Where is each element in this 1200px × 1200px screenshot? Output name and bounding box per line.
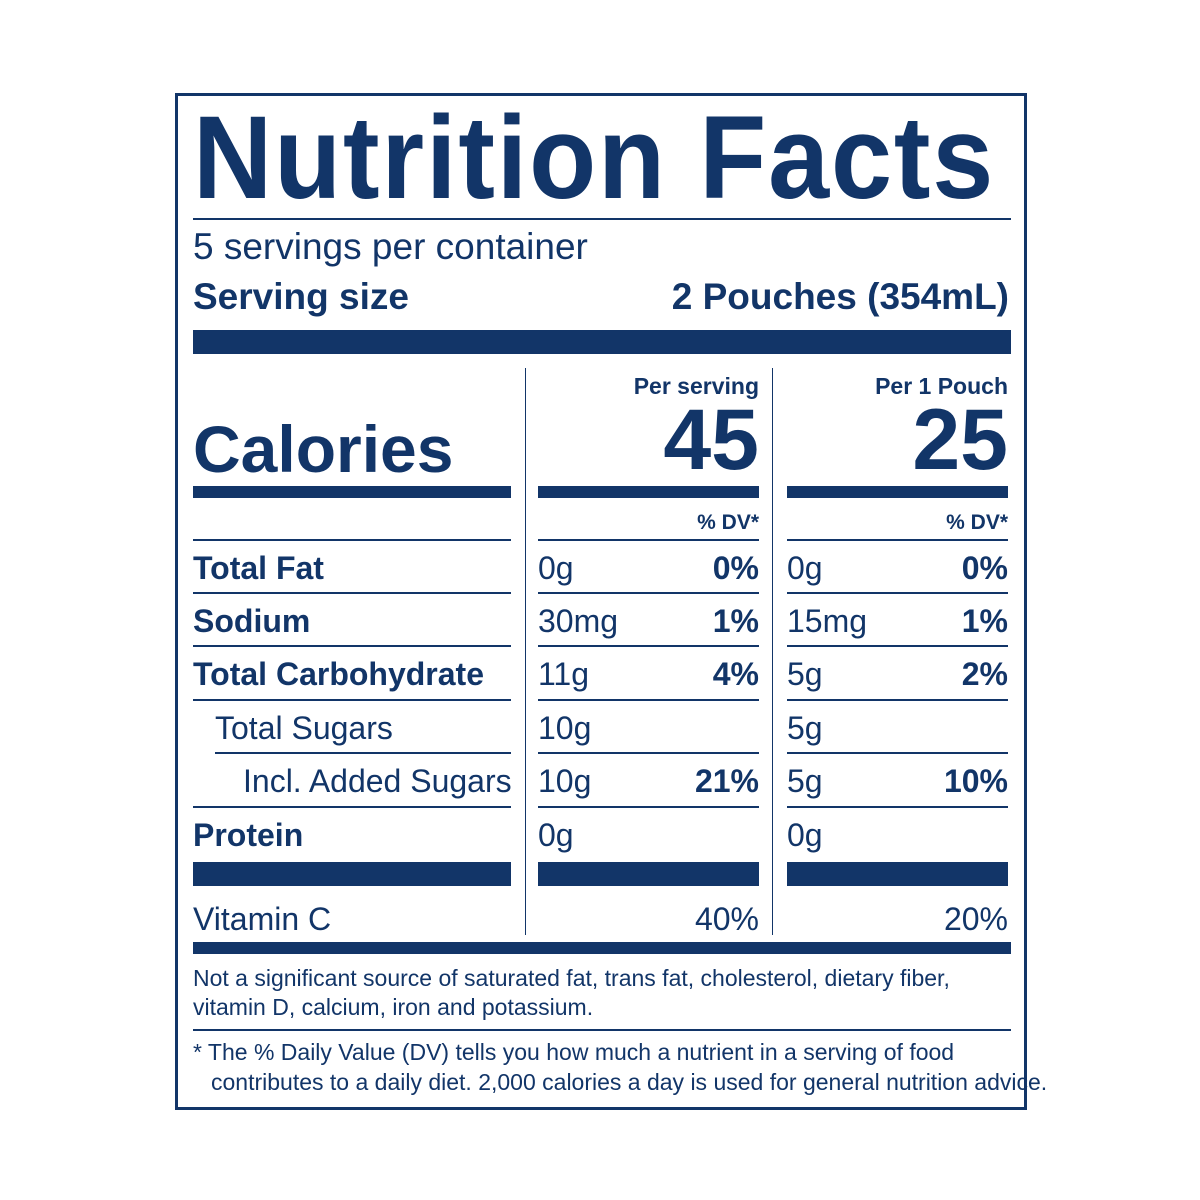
dv-per-pouch: 10% [943, 763, 1008, 799]
row-line [193, 539, 511, 541]
row-line [787, 752, 1008, 754]
row-line [787, 645, 1008, 647]
nutrient-label-added-sugars: Incl. Added Sugars [243, 763, 512, 799]
row-line [538, 645, 759, 647]
dv-per-pouch: 0% [961, 550, 1008, 586]
amount-per-pouch: 5g [787, 763, 823, 799]
not-significant-line-1: Not a significant source of saturated fa… [193, 965, 950, 991]
row-line [193, 592, 511, 594]
amount-per-serving: 30mg [538, 603, 619, 639]
nutrient-label-total-carbohydrate: Total Carbohydrate [193, 656, 484, 692]
amount-per-serving: 0g [538, 817, 574, 853]
row-line [787, 699, 1008, 701]
nutrient-label-total-sugars: Total Sugars [215, 710, 393, 746]
dv-per-serving: 0% [712, 550, 759, 586]
nutrient-label-total-fat: Total Fat [193, 550, 324, 586]
footnote-divider [193, 1029, 1011, 1031]
title-divider [193, 218, 1011, 220]
nutrient-label-protein: Protein [193, 817, 304, 853]
amount-per-serving: 10g [538, 710, 592, 746]
calories-label: Calories [193, 412, 454, 486]
dv-per-pouch: 1% [961, 603, 1008, 639]
dv-footnote-line-1: * The % Daily Value (DV) tells you how m… [193, 1039, 955, 1065]
dv-footnote-line-2: contributes to a daily diet. 2,000 calor… [211, 1069, 1048, 1095]
row-line [193, 699, 511, 701]
row-line [787, 539, 1008, 541]
serving-size-label: Serving size [193, 276, 409, 317]
amount-per-pouch: 15mg [787, 603, 868, 639]
column-separator-1 [525, 368, 526, 935]
dv-header-col2: % DV* [946, 511, 1008, 534]
amount-per-pouch: 5g [787, 656, 823, 692]
nutrition-facts-panel: Nutrition Facts 5 servings per container… [175, 92, 1047, 1110]
panel-title: Nutrition Facts [193, 92, 996, 224]
amount-per-pouch: 0g [787, 550, 823, 586]
row-line [538, 699, 759, 701]
dv-header-col1: % DV* [697, 511, 759, 534]
thick-divider-vitamins-col2 [787, 862, 1008, 886]
calories-bar-col1 [538, 486, 759, 498]
bottom-thick-divider [193, 942, 1011, 954]
dv-per-serving: 4% [712, 656, 759, 692]
calories-per-pouch: 25 [912, 392, 1008, 488]
row-line [215, 752, 511, 754]
calories-bar-label [193, 486, 511, 498]
amount-per-serving: 11g [538, 656, 590, 692]
row-line [787, 592, 1008, 594]
not-significant-line-2: vitamin D, calcium, iron and potassium. [193, 994, 594, 1020]
servings-per-container: 5 servings per container [193, 226, 588, 267]
dv-per-pouch: 2% [961, 656, 1008, 692]
row-line [538, 752, 759, 754]
dv-per-serving: 21% [694, 763, 759, 799]
row-line [538, 592, 759, 594]
thick-divider-top [193, 330, 1011, 354]
vitamin-c-dv-per-serving: 40% [694, 901, 759, 937]
calories-per-serving: 45 [663, 392, 759, 488]
amount-per-pouch: 0g [787, 817, 823, 853]
nutrient-label-sodium: Sodium [193, 603, 311, 639]
thick-divider-vitamins-label [193, 862, 511, 886]
row-line [193, 645, 511, 647]
serving-size-value: 2 Pouches (354mL) [671, 276, 1009, 317]
amount-per-serving: 0g [538, 550, 574, 586]
dv-per-serving: 1% [712, 603, 759, 639]
thick-divider-vitamins-col1 [538, 862, 759, 886]
calories-bar-col2 [787, 486, 1008, 498]
vitamin-c-label: Vitamin C [193, 901, 332, 937]
row-line [538, 806, 759, 808]
row-line [538, 539, 759, 541]
row-line [787, 806, 1008, 808]
vitamin-c-dv-per-pouch: 20% [943, 901, 1008, 937]
amount-per-serving: 10g [538, 763, 592, 799]
column-separator-2 [772, 368, 773, 935]
per-pouch-header: Per 1 Pouch [875, 373, 1008, 399]
row-line [193, 806, 511, 808]
amount-per-pouch: 5g [787, 710, 823, 746]
per-serving-header: Per serving [633, 373, 759, 399]
